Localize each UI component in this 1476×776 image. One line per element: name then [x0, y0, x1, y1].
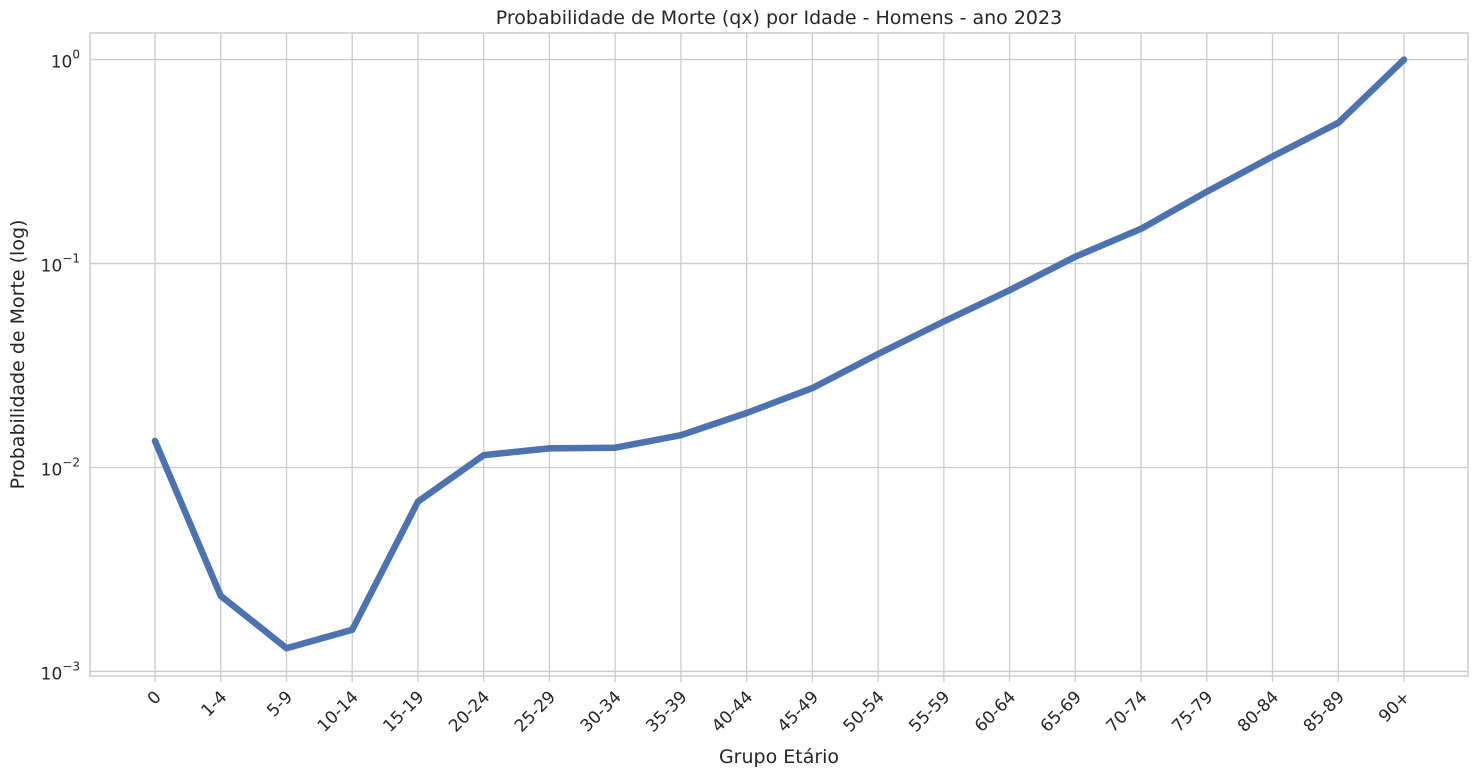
y-tick-label: 10−1	[41, 252, 80, 277]
x-tick-label: 30-34	[577, 687, 626, 736]
x-tick-label: 25-29	[511, 687, 560, 736]
x-tick-label: 50-54	[840, 687, 889, 736]
x-tick-label: 90+	[1375, 687, 1415, 727]
x-tick-label: 65-69	[1037, 687, 1086, 736]
x-tick-labels: 0 1-4 5-9 10-14 15-19 20-24 25-29 30-34 35-39 40-…	[144, 687, 1415, 736]
x-tick-label: 35-39	[642, 687, 691, 736]
x-tick-label: 60-64	[971, 687, 1020, 736]
x-tick-label: 55-59	[905, 687, 954, 736]
grid	[90, 33, 1468, 682]
x-tick-label: 1-4	[197, 687, 231, 721]
y-tick-label: 100	[51, 48, 80, 73]
x-tick-label: 20-24	[445, 687, 494, 736]
x-tick-label: 15-19	[379, 687, 428, 736]
x-axis-label: Grupo Etário	[719, 746, 839, 768]
x-tick-label: 45-49	[774, 687, 823, 736]
x-tick-label: 0	[144, 687, 166, 709]
y-tick-label: 10−3	[41, 659, 80, 684]
x-tick-label: 80-84	[1234, 687, 1283, 736]
x-tick-label: 85-89	[1300, 687, 1349, 736]
series-layer	[151, 56, 1408, 652]
x-tick-label: 5-9	[263, 687, 297, 721]
y-tick-labels: 10−3 10−2 10−1 100	[41, 48, 80, 685]
x-tick-label: 40-44	[708, 687, 757, 736]
x-tick-label: 70-74	[1103, 687, 1152, 736]
x-tick-label: 10-14	[314, 687, 363, 736]
series-line	[151, 56, 1408, 652]
y-tick-label: 10−2	[41, 455, 80, 480]
x-tick-label: 75-79	[1168, 687, 1217, 736]
plot-frame	[89, 32, 1469, 677]
chart-title: Probabilidade de Morte (qx) por Idade - …	[496, 7, 1062, 29]
y-axis-label: Probabilidade de Morte (log)	[7, 220, 29, 490]
